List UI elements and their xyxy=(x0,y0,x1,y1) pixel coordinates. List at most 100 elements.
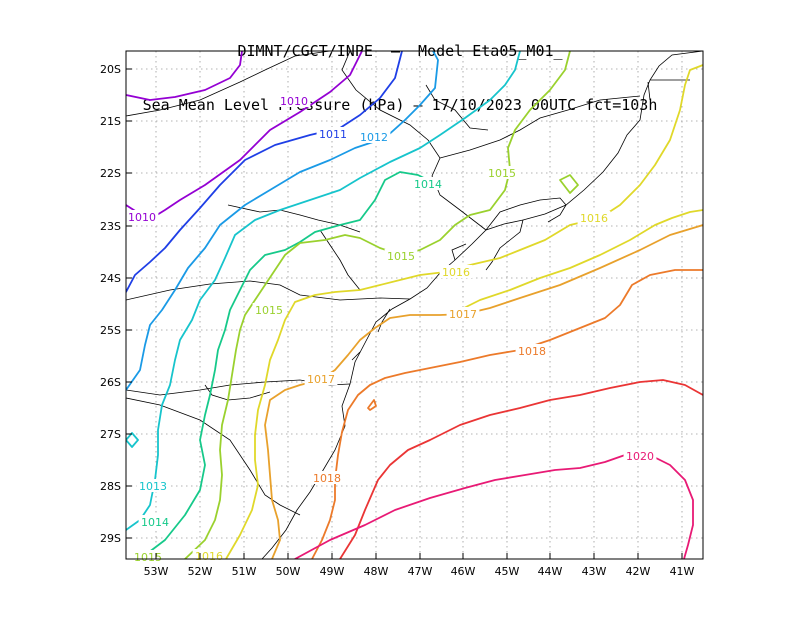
isobar-1010 xyxy=(126,51,243,101)
isobar-label-text: 1015 xyxy=(255,304,283,317)
lon-tick-label: 49W xyxy=(320,565,345,578)
isobar-label-text: 1014 xyxy=(141,516,169,529)
isobar-1015 xyxy=(184,51,571,559)
isobar-label-text: 1018 xyxy=(518,345,546,358)
isobar-label-text: 1020 xyxy=(626,450,654,463)
lat-tick-label: 25S xyxy=(100,324,121,337)
isobar-label-text: 1013 xyxy=(139,480,167,493)
lat-tick-label: 22S xyxy=(100,167,121,180)
isobar-1018 xyxy=(367,399,377,411)
isobar-label-1016: 1016 xyxy=(439,265,473,279)
map-title: DIMNT/CGCT/INPE – Model Eta05_M01_ Sea M… xyxy=(0,6,800,132)
isobar-label-text: 1014 xyxy=(414,178,442,191)
isobar-label-1015: 1015 xyxy=(131,550,165,564)
isobar-label-bg xyxy=(384,249,418,262)
isobar-label-text: 1011 xyxy=(319,128,347,141)
state-border xyxy=(439,95,641,159)
lon-tick-label: 51W xyxy=(232,565,257,578)
state-border xyxy=(425,84,489,131)
isobar-1012 xyxy=(126,51,439,391)
state-border xyxy=(341,51,487,231)
isobar-label-text: 1010 xyxy=(280,95,308,108)
lat-tick-label: 29S xyxy=(100,532,121,545)
isobar-label-text: 1017 xyxy=(449,308,477,321)
lon-tick-label: 43W xyxy=(582,565,607,578)
lat-tick-label: 20S xyxy=(100,63,121,76)
isobar-label-text: 1015 xyxy=(488,167,516,180)
state-border xyxy=(647,79,690,101)
isobar-label-bg xyxy=(577,211,611,224)
state-border xyxy=(126,280,411,301)
isobar-label-bg xyxy=(138,515,172,528)
lon-tick-label: 41W xyxy=(670,565,695,578)
state-border xyxy=(485,197,567,231)
lon-tick-label: 47W xyxy=(408,565,433,578)
isobar-label-bg xyxy=(310,471,344,484)
isobar-1016 xyxy=(225,64,703,559)
isobar-label-1016: 1016 xyxy=(577,211,611,225)
coastline-detail xyxy=(351,204,567,361)
title-line-2: Sea Mean Level Pressure (hPa) – 17/10/20… xyxy=(142,96,658,114)
lon-tick-label: 50W xyxy=(276,565,301,578)
lat-tick-label: 26S xyxy=(100,376,121,389)
isobar-label-1012: 1012 xyxy=(357,130,391,144)
isobar-label-bg xyxy=(316,127,350,140)
isobar-label-text: 1015 xyxy=(134,551,162,564)
isobar-1013 xyxy=(126,432,139,448)
isobar-label-1015: 1015 xyxy=(384,249,418,263)
state-border xyxy=(227,204,361,233)
isobar-label-1016: 1016 xyxy=(192,549,226,563)
isobar-label-text: 1010 xyxy=(128,211,156,224)
isobar-label-bg xyxy=(277,94,311,107)
isobar-1020 xyxy=(294,454,694,559)
isobar-label-text: 1018 xyxy=(313,472,341,485)
lon-tick-label: 44W xyxy=(538,565,563,578)
state-border xyxy=(126,397,301,516)
isobar-label-1015: 1015 xyxy=(252,303,286,317)
isobar-label-1018: 1018 xyxy=(310,471,344,485)
lat-tick-label: 23S xyxy=(100,220,121,233)
map-frame xyxy=(125,50,704,560)
isobar-1014 xyxy=(139,171,429,559)
isobar-label-bg xyxy=(304,372,338,385)
isobar-label-text: 1016 xyxy=(580,212,608,225)
isobar-label-bg xyxy=(357,130,391,143)
isobar-label-text: 1016 xyxy=(195,550,223,563)
lon-tick-label: 48W xyxy=(364,565,389,578)
isobar-1018 xyxy=(311,269,703,559)
isobar-label-bg xyxy=(485,166,519,179)
isobar-label-text: 1016 xyxy=(442,266,470,279)
isobar-label-1017: 1017 xyxy=(304,372,338,386)
isobar-1016 xyxy=(459,209,703,311)
lon-tick-label: 53W xyxy=(144,565,169,578)
isobar-label-bg xyxy=(446,307,480,320)
lon-tick-label: 42W xyxy=(626,565,651,578)
lat-tick-label: 24S xyxy=(100,272,121,285)
state-border xyxy=(126,51,331,117)
isobar-label-1010: 1010 xyxy=(125,210,159,224)
lon-tick-label: 45W xyxy=(495,565,520,578)
map-grid xyxy=(126,51,703,559)
isobar-labels: 1010 1010 1011 1012 1013 1014 1014 1015 1015 1015… xyxy=(125,94,657,564)
coastline-and-borders xyxy=(126,51,703,559)
isobar-label-bg xyxy=(439,265,473,278)
isobar-1019 xyxy=(339,379,703,559)
lat-tick-label: 28S xyxy=(100,480,121,493)
isobar-label-text: 1015 xyxy=(387,250,415,263)
isobar-1011 xyxy=(126,51,403,293)
isobar-label-1011: 1011 xyxy=(316,127,350,141)
isobar-label-text: 1017 xyxy=(307,373,335,386)
isobar-label-1014: 1014 xyxy=(411,177,445,191)
axis-ticks: 20S 21S 22S 23S 24S 25S 26S 27S 28S 29S 53W 52W 51W 5… xyxy=(100,63,695,578)
lat-tick-label: 27S xyxy=(100,428,121,441)
isobar-1013 xyxy=(126,51,521,531)
isobar-1015 xyxy=(559,174,579,194)
isobar-label-1020: 1020 xyxy=(623,449,657,463)
isobar-label-1013: 1013 xyxy=(136,479,170,493)
isobar-label-bg xyxy=(252,303,286,316)
isobar-label-1014: 1014 xyxy=(138,515,172,529)
lat-tick-label: 21S xyxy=(100,115,121,128)
isobar-label-1015: 1015 xyxy=(485,166,519,180)
isobar-label-bg xyxy=(125,210,159,223)
